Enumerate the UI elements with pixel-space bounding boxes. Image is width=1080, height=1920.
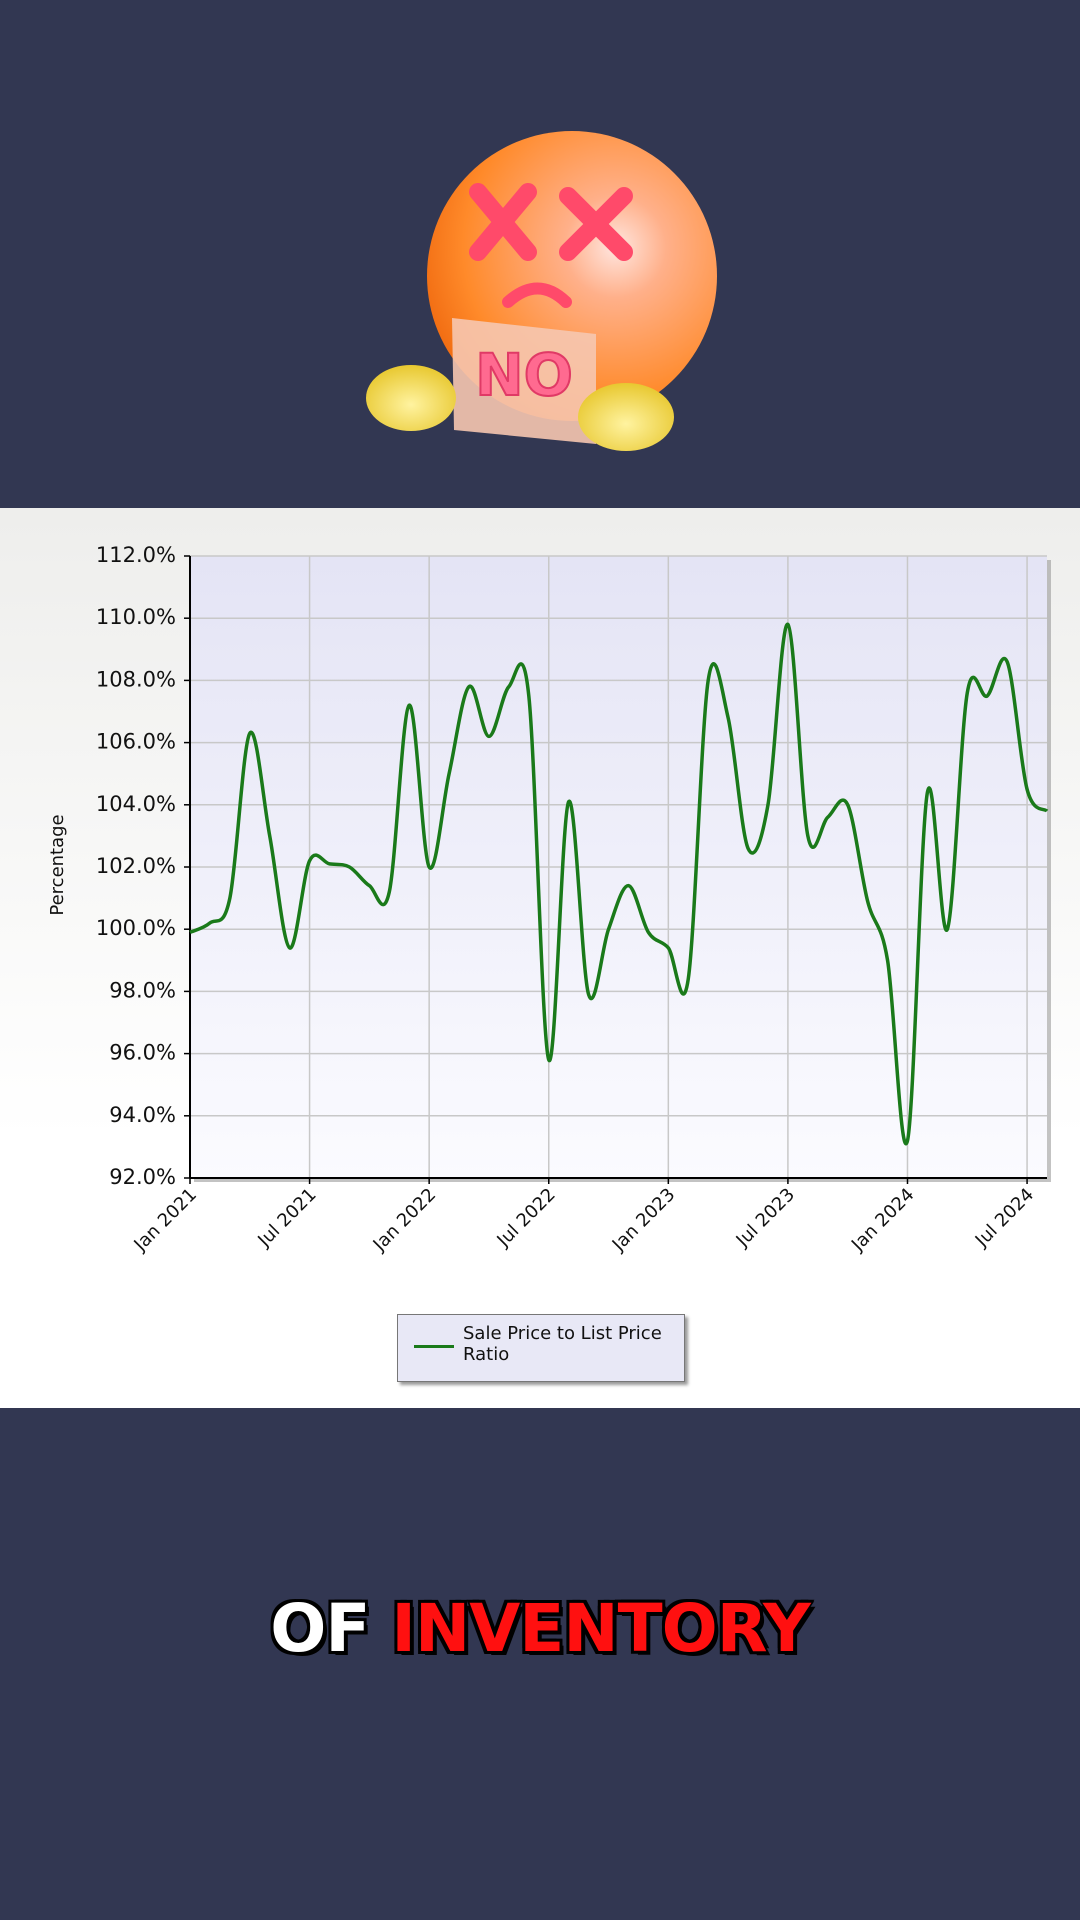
y-tick-label: 104.0% bbox=[96, 792, 176, 816]
legend-swatch bbox=[414, 1345, 454, 1348]
x-tick-label: Jul 2022 bbox=[492, 1184, 559, 1251]
y-tick-label: 92.0% bbox=[109, 1165, 176, 1189]
x-tick-label: Jul 2023 bbox=[732, 1184, 799, 1251]
x-tick-label: Jul 2021 bbox=[253, 1184, 320, 1251]
x-tick-label: Jan 2023 bbox=[608, 1184, 680, 1256]
data-line bbox=[189, 622, 1049, 1146]
y-tick-label: 108.0% bbox=[96, 667, 176, 691]
y-axis-label: Percentage bbox=[47, 814, 68, 915]
legend-label: Sale Price to List Price Ratio bbox=[463, 1323, 662, 1365]
caption-word: INVENTORY bbox=[390, 1589, 812, 1669]
y-tick-label: 106.0% bbox=[96, 730, 176, 754]
y-tick-label: 96.0% bbox=[109, 1041, 176, 1065]
y-tick-label: 110.0% bbox=[96, 605, 176, 629]
x-tick-label: Jan 2024 bbox=[847, 1184, 919, 1256]
x-tick-label: Jan 2022 bbox=[369, 1184, 441, 1256]
caption: OF INVENTORY bbox=[0, 1589, 1080, 1669]
x-tick-label: Jan 2021 bbox=[129, 1184, 201, 1256]
caption-word: OF bbox=[269, 1589, 372, 1669]
sticker-text: NO bbox=[475, 341, 573, 409]
y-tick-label: 94.0% bbox=[109, 1103, 176, 1127]
y-tick-label: 102.0% bbox=[96, 854, 176, 878]
y-tick-label: 112.0% bbox=[96, 543, 176, 567]
chart: Percentage 92.0% 94.0% 96.0% 98.0% 100.0% 102… bbox=[47, 543, 1051, 1256]
chart-panel: Percentage 92.0% 94.0% 96.0% 98.0% 100.0% 102… bbox=[0, 508, 1080, 1408]
sticker: NO bbox=[366, 131, 717, 451]
x-tick-label: Jul 2024 bbox=[971, 1184, 1038, 1251]
legend: Sale Price to List Price Ratio bbox=[397, 1314, 685, 1382]
y-tick-label: 100.0% bbox=[96, 916, 176, 940]
y-tick-label: 98.0% bbox=[109, 978, 176, 1002]
